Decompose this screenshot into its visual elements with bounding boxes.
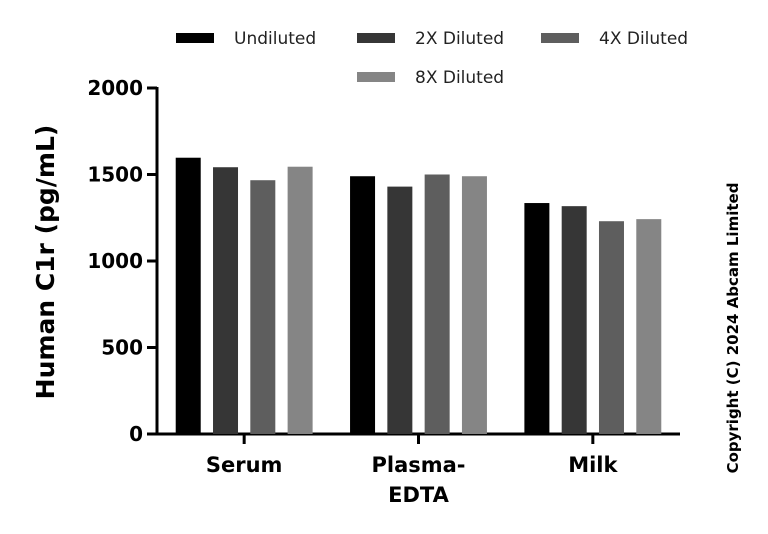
x-tick-label: Plasma-EDTA — [371, 453, 465, 507]
y-tick-label: 500 — [101, 336, 143, 360]
bar-milk-2x-diluted — [561, 206, 587, 434]
bar-plasma-edta-undiluted — [350, 176, 376, 435]
x-axis: Serum Plasma-EDTA Milk — [156, 432, 680, 507]
y-axis-title: Human C1r (pg/mL) — [31, 125, 60, 400]
y-tick-label: 0 — [129, 422, 143, 446]
legend: Undiluted 2X Diluted 4X Diluted 8X Diluted — [176, 29, 688, 88]
bar-plasma-edta-4x-diluted — [424, 174, 450, 434]
legend-swatch — [541, 33, 579, 43]
copyright-text: Copyright (C) 2024 Abcam Limited — [724, 183, 742, 474]
bar-milk-8x-diluted — [636, 219, 662, 434]
legend-label: 2X Diluted — [415, 29, 504, 49]
bar-serum-8x-diluted — [287, 166, 313, 434]
legend-label: 8X Diluted — [415, 68, 504, 88]
legend-label: 4X Diluted — [599, 29, 688, 49]
y-tick-label: 1500 — [87, 163, 143, 187]
x-tick-label: Milk — [568, 453, 618, 477]
bar-milk-4x-diluted — [598, 221, 624, 434]
y-axis: 0 500 1000 1500 2000 — [87, 76, 159, 446]
bar-serum-4x-diluted — [250, 180, 276, 434]
bar-milk-undiluted — [524, 203, 550, 434]
legend-swatch — [357, 33, 395, 43]
y-tick-label: 1000 — [87, 249, 143, 273]
y-tick-label: 2000 — [87, 76, 143, 100]
bar-serum-2x-diluted — [213, 167, 239, 434]
bar-serum-undiluted — [175, 157, 201, 434]
x-tick-label: Serum — [206, 453, 283, 477]
legend-label: Undiluted — [234, 29, 316, 49]
legend-swatch — [357, 72, 395, 82]
bars — [175, 157, 662, 435]
bar-plasma-edta-8x-diluted — [461, 176, 487, 435]
legend-swatch — [176, 33, 214, 43]
bar-plasma-edta-2x-diluted — [387, 186, 413, 434]
